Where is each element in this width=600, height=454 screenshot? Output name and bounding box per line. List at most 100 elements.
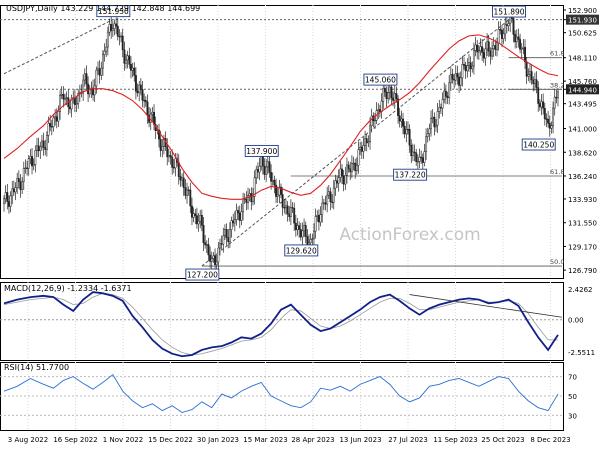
- candle-body: [181, 177, 184, 181]
- candle-body: [374, 119, 376, 122]
- candle-body: [520, 48, 523, 50]
- candle-body: [557, 91, 559, 99]
- candle-body: [538, 103, 541, 108]
- candle-body: [509, 16, 512, 24]
- fib-label: 61.8: [550, 50, 564, 58]
- candle-body: [37, 145, 40, 152]
- candle-body: [62, 93, 65, 100]
- candle-body: [45, 135, 48, 150]
- candle-body: [138, 84, 141, 94]
- candle-body: [108, 24, 111, 33]
- candle-body: [555, 96, 558, 99]
- candle-body: [332, 187, 335, 203]
- last-price-box: [566, 84, 599, 95]
- candle-body: [136, 90, 139, 94]
- candle-body: [159, 138, 162, 151]
- candle-body: [319, 214, 322, 223]
- candle-body: [238, 212, 241, 221]
- candle-body: [77, 93, 80, 104]
- candle-body: [93, 85, 96, 96]
- candle-body: [27, 158, 30, 169]
- candle-body: [545, 118, 548, 120]
- candle-body: [73, 97, 76, 105]
- candle-body: [439, 106, 442, 109]
- candle-body: [261, 155, 264, 167]
- candle-body: [390, 86, 393, 99]
- x-tick-label: 11 Sep 2023: [433, 436, 477, 444]
- candle-body: [174, 158, 177, 169]
- candle-body: [487, 41, 490, 52]
- candle-body: [121, 35, 124, 51]
- candle-body: [214, 255, 216, 266]
- candle-body: [479, 46, 482, 51]
- candle-body: [47, 123, 50, 136]
- candle-body: [141, 89, 144, 101]
- candle-body: [443, 90, 446, 100]
- candle-body: [350, 163, 353, 173]
- x-tick-label: 15 Dec 2022: [148, 436, 193, 444]
- candle-body: [205, 244, 208, 246]
- candle-body: [256, 169, 259, 173]
- candle-body: [197, 220, 200, 225]
- candle-body: [524, 46, 526, 63]
- price-tick-label: 144.940: [568, 86, 597, 94]
- candle-body: [537, 87, 540, 104]
- candle-body: [357, 149, 360, 166]
- candle-body: [42, 140, 45, 148]
- candle-body: [189, 189, 192, 207]
- candle-body: [110, 24, 113, 31]
- rsi-tick-label: 30: [568, 412, 577, 420]
- price-tick-label: 143.495: [568, 101, 597, 109]
- candle-body: [113, 23, 116, 29]
- candle-body: [433, 116, 436, 128]
- candle-body: [24, 167, 27, 169]
- annotation-box: [244, 144, 279, 157]
- candle-body: [515, 36, 518, 43]
- high-price-box: [566, 14, 599, 25]
- candle-body: [423, 151, 426, 163]
- candle-body: [416, 161, 419, 163]
- x-tick-label: 15 Mar 2023: [243, 436, 287, 444]
- candle-body: [388, 86, 391, 93]
- candle-body: [468, 62, 470, 66]
- moving-average-line: [3, 34, 559, 200]
- candle-body: [342, 175, 345, 185]
- candle-body: [548, 123, 551, 129]
- price-tick-label: 133.930: [568, 196, 597, 204]
- candle-body: [60, 93, 63, 96]
- candle-body: [505, 24, 508, 26]
- candle-body: [54, 116, 57, 119]
- candle-body: [32, 164, 35, 167]
- candle-body: [461, 64, 464, 79]
- candle-body: [519, 39, 522, 50]
- candle-body: [143, 99, 146, 102]
- candle-body: [463, 64, 465, 66]
- candle-body: [517, 36, 520, 40]
- annotation-box: [492, 5, 526, 18]
- candle-body: [497, 28, 500, 43]
- annotation-box: [96, 5, 131, 18]
- candle-body: [466, 65, 469, 72]
- x-tick-label: 25 Oct 2023: [481, 436, 524, 444]
- candle-body: [336, 180, 339, 184]
- candle-body: [397, 98, 400, 116]
- candle-body: [266, 161, 269, 168]
- candle-body: [12, 188, 15, 193]
- candle-body: [14, 187, 17, 193]
- candle-body: [128, 55, 131, 65]
- candle-body: [166, 146, 169, 158]
- candle-body: [522, 46, 525, 49]
- rsi-panel: [3, 373, 559, 414]
- candle-body: [542, 101, 545, 109]
- candle-body: [70, 98, 73, 110]
- candle-body: [9, 195, 12, 207]
- x-tick-label: 3 Aug 2022: [8, 436, 48, 444]
- candle-body: [276, 194, 279, 197]
- watermark: ActionForex.com: [339, 225, 480, 245]
- candle-body: [204, 242, 207, 246]
- macd-line: [3, 291, 559, 358]
- candle-body: [540, 101, 543, 108]
- candle-body: [454, 73, 457, 81]
- candle-body: [313, 230, 315, 239]
